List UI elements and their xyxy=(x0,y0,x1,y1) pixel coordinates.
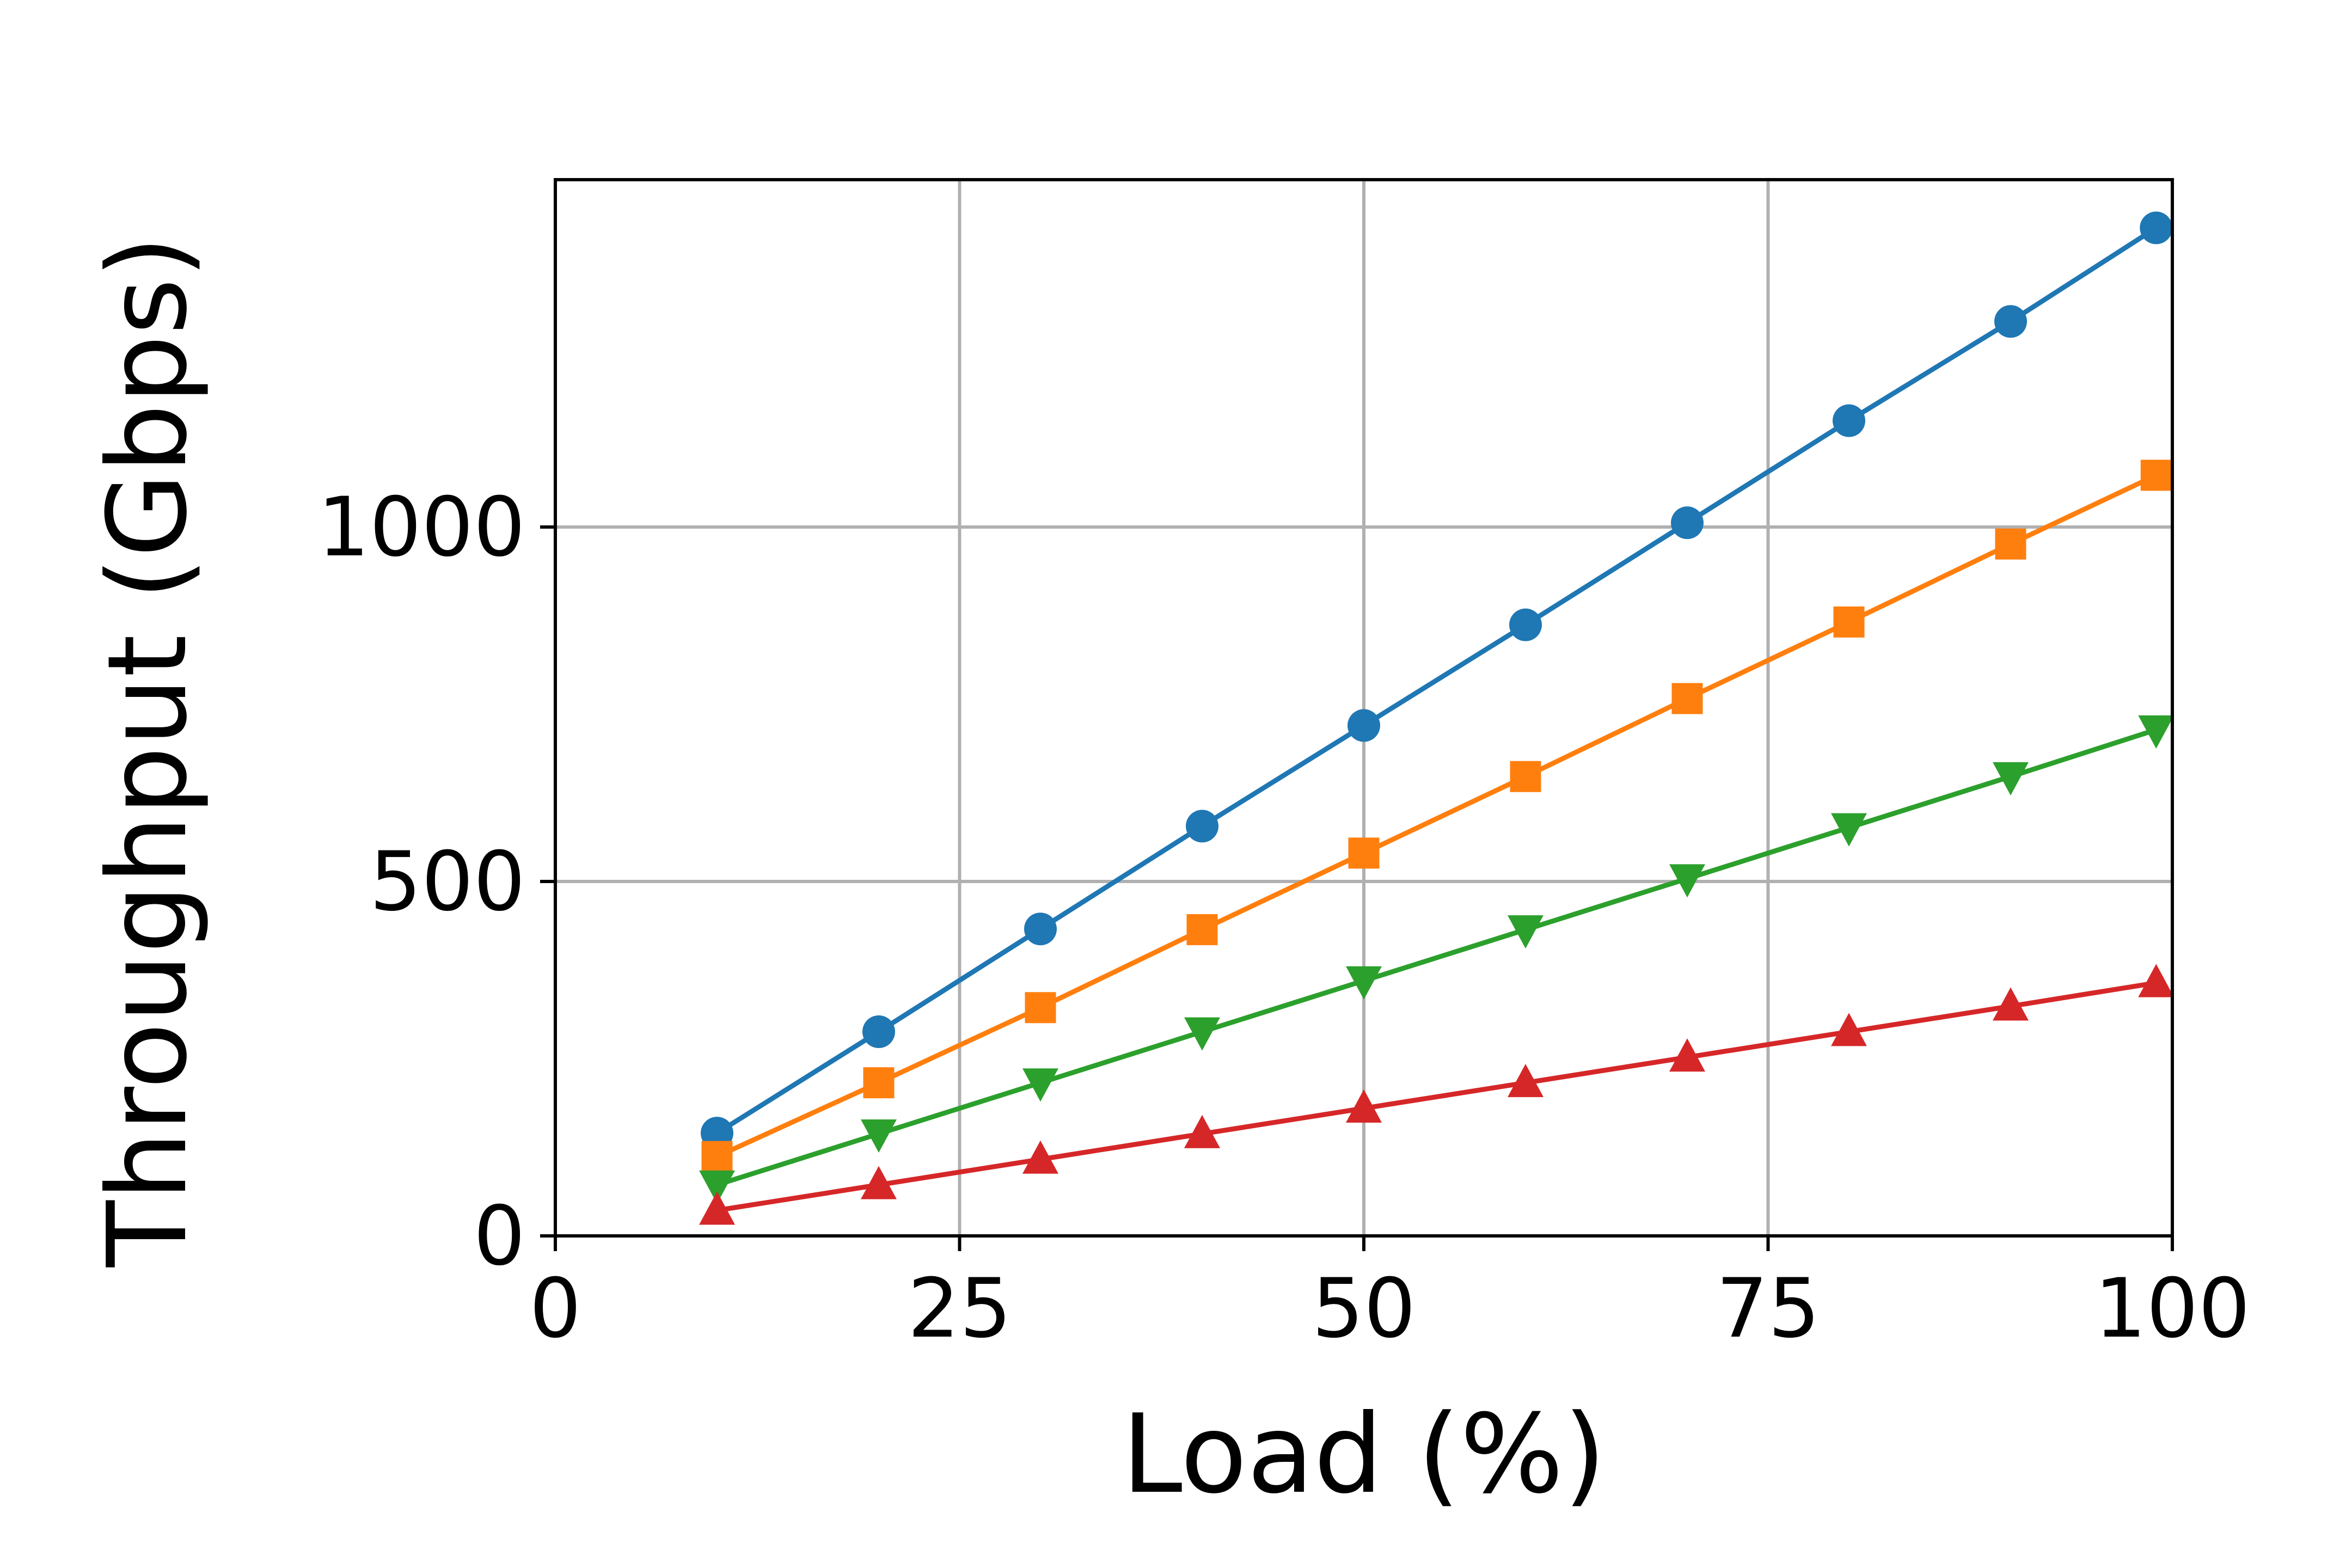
data-point xyxy=(1025,992,1056,1024)
y-tick-label: 500 xyxy=(370,835,525,929)
series-3 xyxy=(699,715,2175,1204)
series-line xyxy=(715,225,2158,1136)
data-point xyxy=(2138,964,2175,997)
data-point xyxy=(699,1170,735,1204)
data-point xyxy=(1347,709,1380,742)
data-point xyxy=(1669,864,1705,898)
y-axis-label: Throughput (Gbps) xyxy=(84,236,211,1267)
x-axis-label: Load (%) xyxy=(1122,1391,1606,1518)
data-point xyxy=(1833,606,1865,638)
data-point xyxy=(2140,211,2173,244)
data-point xyxy=(1509,608,1542,641)
x-tick-label: 0 xyxy=(529,1261,581,1356)
data-point xyxy=(1669,1038,1705,1072)
data-point xyxy=(1348,837,1380,869)
data-point xyxy=(2138,715,2175,749)
data-point xyxy=(2140,460,2172,491)
data-point xyxy=(1184,1017,1220,1051)
data-point xyxy=(1831,813,1867,847)
x-tick-label: 75 xyxy=(1716,1261,1820,1356)
data-point xyxy=(1022,1068,1058,1102)
data-point xyxy=(1022,1140,1058,1174)
x-tick-label: 50 xyxy=(1312,1261,1416,1356)
data-point xyxy=(1186,810,1218,843)
data-point xyxy=(1510,761,1541,792)
series-line xyxy=(716,980,2157,1213)
data-point xyxy=(1833,404,1865,437)
x-tick-label: 25 xyxy=(908,1261,1012,1356)
data-point xyxy=(1671,683,1703,714)
series-2 xyxy=(701,460,2172,1172)
series-1 xyxy=(701,211,2173,1150)
data-point xyxy=(1671,506,1704,540)
x-tick-label: 100 xyxy=(2094,1261,2250,1356)
series-4 xyxy=(699,964,2175,1225)
y-tick-label: 1000 xyxy=(317,480,525,575)
series-line xyxy=(716,473,2158,1159)
data-point xyxy=(1346,1089,1382,1123)
data-point xyxy=(863,1067,895,1099)
data-point xyxy=(1993,987,2029,1021)
data-point xyxy=(862,1015,895,1049)
data-point xyxy=(1024,912,1057,946)
data-point xyxy=(1186,914,1218,946)
data-point xyxy=(1184,1114,1220,1148)
data-point xyxy=(1346,966,1382,1000)
data-point xyxy=(1994,305,2027,338)
series-layer xyxy=(699,211,2175,1225)
y-tick-label: 0 xyxy=(474,1189,525,1284)
data-point xyxy=(701,1141,733,1172)
data-point xyxy=(1508,915,1543,949)
data-point xyxy=(861,1166,897,1199)
data-point xyxy=(699,1191,735,1225)
series-line xyxy=(716,727,2157,1187)
grid-lines xyxy=(555,180,2172,1236)
data-point xyxy=(1995,528,2026,560)
data-point xyxy=(1508,1064,1543,1098)
data-point xyxy=(1993,762,2029,795)
data-point xyxy=(861,1119,897,1153)
data-point xyxy=(1831,1013,1867,1046)
